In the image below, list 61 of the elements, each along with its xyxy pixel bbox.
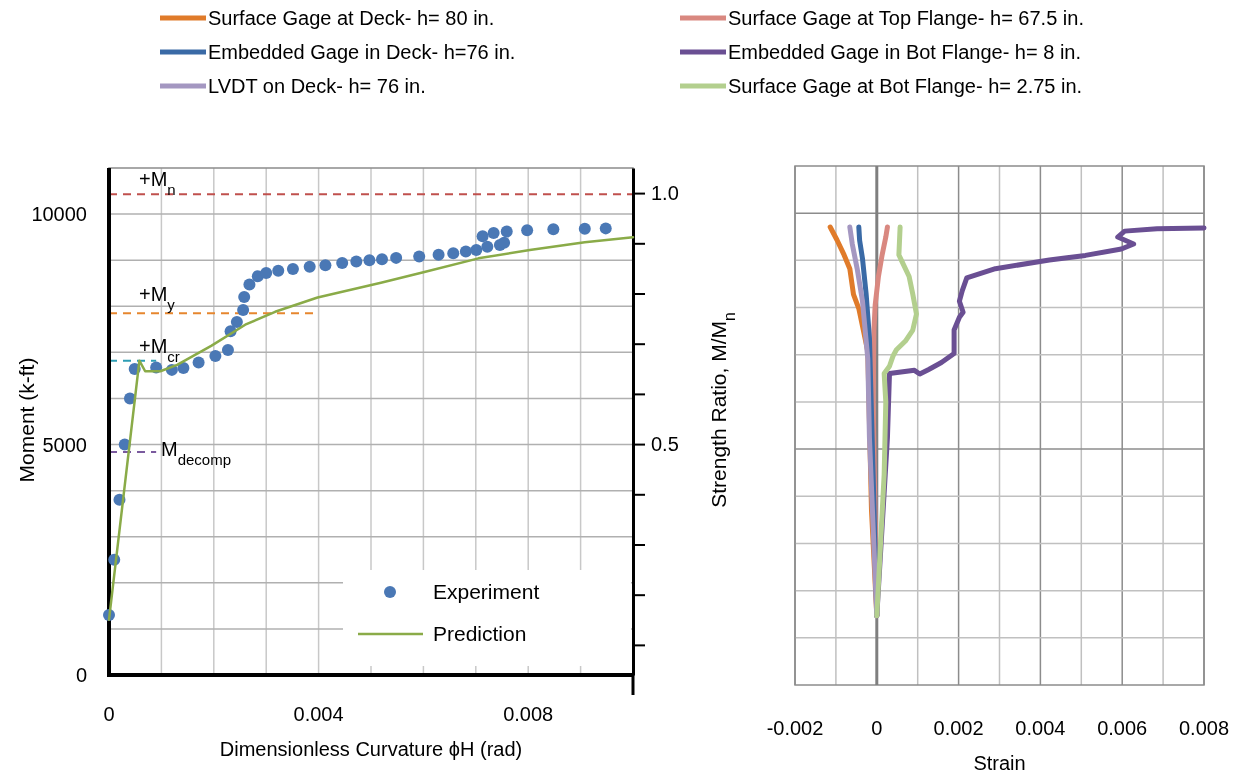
point <box>481 240 494 253</box>
legend-label: Experiment <box>433 580 540 603</box>
point <box>500 225 513 238</box>
y-tick-label: 0 <box>75 664 87 686</box>
point <box>336 256 349 269</box>
point <box>498 236 511 249</box>
point <box>221 344 234 357</box>
point <box>432 248 445 261</box>
legend-label: Embedded Gage in Deck- h=76 in. <box>208 41 516 63</box>
point <box>547 223 560 236</box>
legend-label: Surface Gage at Deck- h= 80 in. <box>208 7 495 29</box>
x-tick-label: 0.008 <box>1178 717 1230 739</box>
point <box>230 315 243 328</box>
y-tick-label: 10000 <box>31 203 87 226</box>
ref-line-label: +M$_{y}$ <box>139 283 176 313</box>
x-tick-label: 0.006 <box>1097 717 1148 739</box>
ref-line-label: M$_{decomp}$ <box>161 437 232 468</box>
point <box>413 250 426 263</box>
legend-label: Surface Gage at Bot Flange- h= 2.75 in. <box>728 75 1083 97</box>
y-tick-label: 5000 <box>42 433 87 456</box>
point <box>209 350 222 363</box>
y2-tick-label: 1.0 <box>651 182 679 204</box>
point <box>303 260 316 273</box>
point <box>447 247 460 260</box>
point <box>578 222 591 235</box>
x-axis-title: Strain <box>973 752 1026 774</box>
ref-line-label: +M$_{cr}$ <box>139 334 180 365</box>
x-tick-label: 0.008 <box>503 703 554 725</box>
x-tick-label: 0 <box>871 717 883 739</box>
point <box>286 262 299 275</box>
point <box>599 222 612 235</box>
y-axis-title: Moment (k-ft) <box>15 357 38 483</box>
x-tick-label: -0.002 <box>766 717 824 739</box>
legend-label: Surface Gage at Top Flange- h= 67.5 in. <box>728 7 1084 29</box>
legend-label: LVDT on Deck- h= 76 in. <box>208 75 426 97</box>
point <box>177 362 190 375</box>
x-tick-label: 0 <box>103 703 115 725</box>
point <box>238 291 251 304</box>
point <box>350 255 363 268</box>
y2-tick-label: 0.5 <box>651 432 679 455</box>
ref-line-label: +M$_{n}$ <box>139 168 176 198</box>
point <box>243 278 256 291</box>
point <box>390 251 403 264</box>
point <box>363 254 376 267</box>
point <box>192 356 205 369</box>
point <box>487 226 500 239</box>
point <box>319 259 332 272</box>
point <box>237 303 250 316</box>
x-tick-label: 0.004 <box>293 703 344 725</box>
x-tick-label: 0.002 <box>933 717 984 739</box>
point <box>272 264 285 277</box>
legend-label: Embedded Gage in Bot Flange- h= 8 in. <box>728 41 1082 63</box>
x-axis-title: Dimensionless Curvature ϕH (rad) <box>219 738 523 760</box>
point <box>376 253 388 266</box>
point <box>521 224 534 237</box>
point <box>459 245 472 258</box>
point <box>476 230 489 243</box>
x-tick-label: 0.004 <box>1015 717 1066 739</box>
legend-label: Prediction <box>433 622 527 645</box>
point <box>470 244 483 257</box>
point <box>260 267 273 280</box>
